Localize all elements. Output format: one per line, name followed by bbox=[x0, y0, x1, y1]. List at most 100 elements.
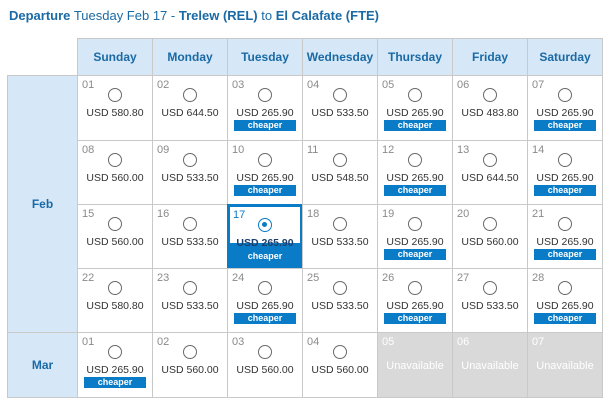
radio-icon[interactable] bbox=[108, 281, 122, 295]
radio-icon[interactable] bbox=[558, 88, 572, 102]
date-cell[interactable]: 03 USD 560.00 bbox=[227, 332, 303, 398]
selected-date-cell[interactable]: 17 USD 265.90 cheaper bbox=[227, 204, 303, 269]
radio-icon[interactable] bbox=[408, 217, 422, 231]
radio-icon[interactable] bbox=[183, 345, 197, 359]
radio-icon[interactable] bbox=[558, 217, 572, 231]
fare-price: USD 265.90 bbox=[536, 300, 594, 312]
fare-price: USD 580.80 bbox=[86, 107, 144, 119]
radio-icon[interactable] bbox=[333, 345, 347, 359]
date-cell[interactable]: 10 USD 265.90 cheaper bbox=[227, 140, 303, 205]
date-cell[interactable]: 24 USD 265.90 cheaper bbox=[227, 268, 303, 333]
date-cell[interactable]: 04 USD 560.00 bbox=[302, 332, 378, 398]
date-cell[interactable]: 18 USD 533.50 bbox=[302, 204, 378, 269]
radio-icon[interactable] bbox=[183, 281, 197, 295]
date-cell[interactable]: 26 USD 265.90 cheaper bbox=[377, 268, 453, 333]
unavailable-label: Unavailable bbox=[386, 360, 444, 372]
unavailable-date-cell: 07 Unavailable bbox=[527, 332, 603, 398]
radio-icon[interactable] bbox=[408, 153, 422, 167]
day-number: 04 bbox=[307, 79, 320, 91]
fare-price: USD 548.50 bbox=[311, 172, 369, 184]
cheaper-badge: cheaper bbox=[534, 313, 596, 324]
fare-price: USD 265.90 bbox=[236, 300, 294, 312]
date-cell[interactable]: 19 USD 265.90 cheaper bbox=[377, 204, 453, 269]
day-number: 04 bbox=[307, 336, 320, 348]
fare-price: USD 265.90 bbox=[536, 107, 594, 119]
date-cell[interactable]: 20 USD 560.00 bbox=[452, 204, 528, 269]
day-header-1: Monday bbox=[152, 38, 228, 76]
radio-icon[interactable] bbox=[483, 153, 497, 167]
date-cell[interactable]: 01 USD 580.80 bbox=[77, 75, 153, 141]
date-cell[interactable]: 13 USD 644.50 bbox=[452, 140, 528, 205]
radio-icon[interactable] bbox=[333, 153, 347, 167]
day-number: 19 bbox=[382, 208, 395, 220]
date-cell[interactable]: 23 USD 533.50 bbox=[152, 268, 228, 333]
day-number: 10 bbox=[232, 144, 245, 156]
radio-icon[interactable] bbox=[408, 88, 422, 102]
day-number: 09 bbox=[157, 144, 170, 156]
date-cell[interactable]: 27 USD 533.50 bbox=[452, 268, 528, 333]
date-cell[interactable]: 08 USD 560.00 bbox=[77, 140, 153, 205]
radio-icon[interactable] bbox=[483, 88, 497, 102]
date-cell[interactable]: 16 USD 533.50 bbox=[152, 204, 228, 269]
radio-icon[interactable] bbox=[258, 281, 272, 295]
fare-price: USD 265.90 bbox=[236, 172, 294, 184]
date-cell[interactable]: 12 USD 265.90 cheaper bbox=[377, 140, 453, 205]
radio-icon[interactable] bbox=[108, 217, 122, 231]
radio-icon[interactable] bbox=[333, 217, 347, 231]
unavailable-label: Unavailable bbox=[536, 360, 594, 372]
date-cell[interactable]: 07 USD 265.90 cheaper bbox=[527, 75, 603, 141]
radio-icon[interactable] bbox=[258, 345, 272, 359]
radio-icon[interactable] bbox=[333, 281, 347, 295]
date-cell[interactable]: 09 USD 533.50 bbox=[152, 140, 228, 205]
radio-icon[interactable] bbox=[483, 281, 497, 295]
date-cell[interactable]: 14 USD 265.90 cheaper bbox=[527, 140, 603, 205]
date-cell[interactable]: 21 USD 265.90 cheaper bbox=[527, 204, 603, 269]
date-cell[interactable]: 28 USD 265.90 cheaper bbox=[527, 268, 603, 333]
date-cell[interactable]: 06 USD 483.80 bbox=[452, 75, 528, 141]
cheaper-badge: cheaper bbox=[234, 120, 296, 131]
radio-icon[interactable] bbox=[558, 153, 572, 167]
date-cell[interactable]: 02 USD 560.00 bbox=[152, 332, 228, 398]
cheaper-badge: cheaper bbox=[84, 377, 146, 388]
radio-icon[interactable] bbox=[183, 153, 197, 167]
fare-price: USD 265.90 bbox=[86, 364, 144, 376]
radio-selected-icon[interactable] bbox=[258, 218, 272, 232]
radio-icon[interactable] bbox=[258, 153, 272, 167]
date-cell[interactable]: 01 USD 265.90 cheaper bbox=[77, 332, 153, 398]
date-cell[interactable]: 22 USD 580.80 bbox=[77, 268, 153, 333]
radio-icon[interactable] bbox=[108, 153, 122, 167]
day-number: 23 bbox=[157, 272, 170, 284]
radio-icon[interactable] bbox=[483, 217, 497, 231]
day-header-3: Wednesday bbox=[302, 38, 378, 76]
date-cell[interactable]: 05 USD 265.90 cheaper bbox=[377, 75, 453, 141]
day-number: 26 bbox=[382, 272, 395, 284]
date-cell[interactable]: 04 USD 533.50 bbox=[302, 75, 378, 141]
date-cell[interactable]: 11 USD 548.50 bbox=[302, 140, 378, 205]
radio-icon[interactable] bbox=[108, 88, 122, 102]
date-cell[interactable]: 03 USD 265.90 cheaper bbox=[227, 75, 303, 141]
cheaper-badge: cheaper bbox=[384, 313, 446, 324]
unavailable-date-cell: 05 Unavailable bbox=[377, 332, 453, 398]
day-number: 07 bbox=[532, 336, 545, 348]
day-number: 06 bbox=[457, 79, 470, 91]
fare-price: USD 265.90 bbox=[386, 107, 444, 119]
radio-icon[interactable] bbox=[408, 281, 422, 295]
date-cell[interactable]: 25 USD 533.50 bbox=[302, 268, 378, 333]
cheaper-badge: cheaper bbox=[247, 251, 283, 261]
day-number: 24 bbox=[232, 272, 245, 284]
radio-icon[interactable] bbox=[333, 88, 347, 102]
fare-price: USD 533.50 bbox=[461, 300, 519, 312]
fare-price: USD 265.90 bbox=[236, 107, 294, 119]
radio-icon[interactable] bbox=[258, 88, 272, 102]
radio-icon[interactable] bbox=[108, 345, 122, 359]
radio-icon[interactable] bbox=[183, 88, 197, 102]
radio-icon[interactable] bbox=[183, 217, 197, 231]
day-number: 03 bbox=[232, 336, 245, 348]
date-cell[interactable]: 15 USD 560.00 bbox=[77, 204, 153, 269]
day-number: 28 bbox=[532, 272, 545, 284]
date-cell[interactable]: 02 USD 644.50 bbox=[152, 75, 228, 141]
day-header-6: Saturday bbox=[527, 38, 603, 76]
day-number: 22 bbox=[82, 272, 95, 284]
day-number: 05 bbox=[382, 79, 395, 91]
radio-icon[interactable] bbox=[558, 281, 572, 295]
